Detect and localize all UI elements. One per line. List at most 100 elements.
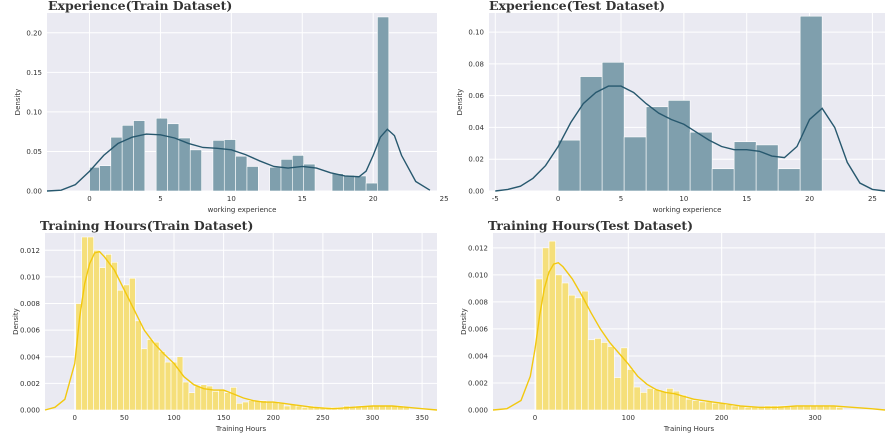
histogram-bar (133, 120, 146, 192)
x-tick-label: 0 (73, 414, 77, 422)
x-tick-label: -5 (492, 195, 499, 203)
histogram-bar (170, 361, 178, 411)
histogram-bar (303, 163, 316, 192)
histogram-bar (557, 139, 581, 192)
histogram-bar (646, 388, 654, 411)
y-tick-label: 0.10 (26, 108, 42, 116)
x-tick-label: 15 (742, 195, 751, 203)
histogram-bar (667, 100, 691, 192)
histogram-bar (224, 392, 231, 411)
y-tick-label: 0.002 (468, 379, 488, 387)
x-axis-label: working experience (653, 206, 722, 214)
x-tick-label: 25 (868, 195, 877, 203)
x-tick-label: 300 (808, 414, 821, 422)
histogram-bar (574, 297, 582, 411)
y-axis-label: Density (14, 89, 22, 116)
histogram-bar (579, 76, 603, 192)
histogram-bar (212, 391, 219, 411)
histogram-bar (246, 166, 259, 192)
y-axis-label: Density (460, 308, 468, 335)
x-tick-label: 0 (556, 195, 560, 203)
histogram-bar (75, 303, 83, 411)
histogram-bar (111, 261, 118, 411)
chart-experience-train: 0 5 10 15 20 25 0.00 0.05 0.10 0.15 0.20 working ex… (14, 13, 449, 214)
histogram-bar (283, 405, 291, 411)
kde-line (495, 85, 886, 192)
histogram-bar (223, 139, 236, 192)
histogram-bar (343, 174, 356, 192)
x-tick-label: 200 (267, 414, 280, 422)
y-tick-label: 0.06 (468, 92, 484, 100)
y-tick-label: 0.008 (20, 300, 40, 308)
histogram-bar (218, 389, 225, 411)
histogram-bar (633, 386, 641, 411)
histogram-bar (167, 123, 180, 192)
histogram-bar (535, 278, 543, 411)
histogram-bar (623, 136, 647, 192)
histogram-bar (129, 277, 136, 411)
histogram-bar (178, 137, 191, 192)
histogram-bar (277, 403, 285, 411)
histogram-bar (689, 131, 713, 192)
y-tick-label: 0.012 (20, 247, 40, 255)
histogram-bar (640, 392, 648, 411)
histogram-bar (711, 168, 735, 192)
y-axis-label: Density (12, 308, 20, 335)
histogram-bar (295, 405, 303, 411)
histogram-bar (712, 402, 720, 411)
y-tick-label: 0.10 (468, 29, 484, 37)
y-tick-label: 0.000 (20, 407, 40, 415)
histogram-bar (542, 247, 550, 411)
histogram-bar (164, 361, 172, 411)
histogram-bar (105, 253, 112, 411)
histogram-bar (81, 236, 88, 411)
x-tick-label: 50 (120, 414, 129, 422)
histogram-bar (292, 155, 304, 192)
y-tick-label: 0.15 (26, 69, 42, 77)
x-tick-label: 20 (805, 195, 814, 203)
x-tick-label: 150 (217, 414, 230, 422)
chart-title: Experience(Test Dataset) (489, 0, 666, 13)
y-tick-label: 0.02 (468, 156, 484, 164)
histogram-bar (301, 407, 309, 411)
histogram-bar (744, 406, 752, 411)
histogram-bar (692, 400, 700, 411)
chart-title: Training Hours(Test Dataset) (488, 218, 694, 233)
y-tick-label: 0.08 (468, 60, 484, 68)
chart-training-hours-test: 0 100 200 300 0.000 0.002 0.004 0.006 0.008 0.010… (460, 233, 886, 433)
x-tick-label: 250 (316, 414, 329, 422)
x-tick-label: 25 (440, 195, 449, 203)
y-tick-label: 0.05 (26, 148, 42, 156)
histogram-bar (266, 401, 273, 411)
y-tick-label: 0.012 (468, 244, 488, 252)
y-tick-label: 0.006 (468, 325, 489, 333)
x-axis-label: Training Hours (215, 425, 267, 433)
histogram-bar (280, 159, 293, 192)
chart-training-hours-train: 0 50 100 150 200 250 300 350 0.000 0.002 0.004 0.00… (12, 233, 438, 433)
histogram-bar (365, 182, 378, 192)
histogram-bar (188, 392, 196, 411)
y-axis-label: Density (456, 89, 464, 116)
y-tick-label: 0.010 (468, 271, 488, 279)
histogram-bar (93, 250, 100, 411)
chart-title: Training Hours(Train Dataset) (40, 218, 254, 233)
histogram-bar (152, 341, 160, 411)
x-tick-label: 0 (87, 195, 91, 203)
histogram-bar (236, 403, 243, 411)
histogram-bar (155, 117, 168, 192)
histogram-bar (269, 166, 282, 192)
panel-experience-train: Experience(Train Dataset) 0 5 10 15 20 25 0.00… (0, 0, 449, 218)
histogram-bar (117, 289, 124, 411)
x-tick-label: 15 (298, 195, 307, 203)
histogram-bar (607, 346, 615, 411)
histogram-bar (705, 401, 713, 411)
x-tick-label: 20 (369, 195, 378, 203)
y-tick-label: 0.00 (26, 188, 42, 196)
histogram-bar (600, 342, 609, 411)
histogram-bar (242, 401, 249, 411)
x-axis-label: Training Hours (663, 425, 715, 433)
histogram-bar (248, 400, 255, 411)
x-tick-label: 10 (227, 195, 236, 203)
histogram-bar (555, 274, 563, 411)
histogram-bar (140, 348, 148, 411)
